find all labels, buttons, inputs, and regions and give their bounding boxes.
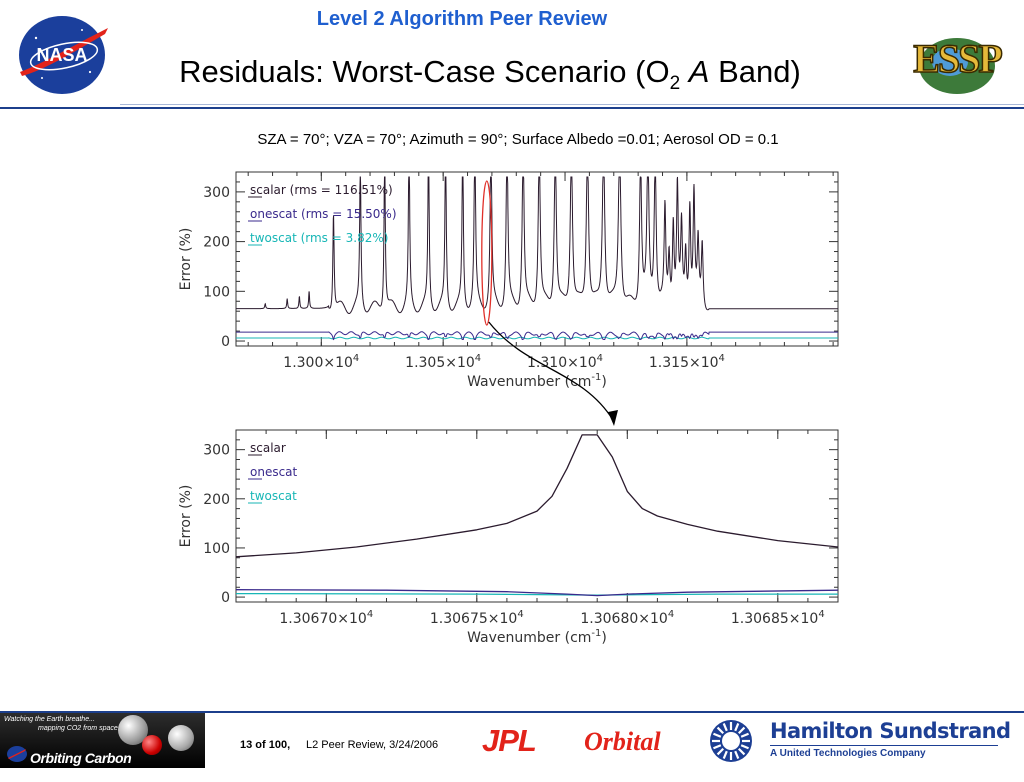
essp-logo: ESSP [912,35,1005,94]
plot-frame [235,171,839,347]
series-line-onescat [235,589,839,597]
hamilton-divider [770,745,998,746]
oco-banner: Watching the Earth breathe... mapping CO… [0,713,205,782]
series-line-scalar [236,176,838,314]
banner-title: Orbiting Carbon Observatory [30,750,132,782]
y-tick-label: 100 [203,284,230,300]
legend-label-scalar: scalar [250,441,286,455]
slide-title: Residuals: Worst-Case Scenario (O2 A Ban… [0,54,980,95]
series-line-scalar [235,434,839,558]
presentation-supertitle: Level 2 Algorithm Peer Review [316,8,608,30]
jpl-logo: JPL [482,723,537,758]
y-tick-label: 300 [203,185,230,201]
legend-label-onescat: onescat [250,465,298,479]
x-axis-label: Wavenumber (cm-1) [467,372,607,390]
title-italic: A [688,54,710,89]
header-divider [0,107,1024,109]
x-tick-label: 1.30685×104 [731,609,825,627]
y-tick-label: 200 [203,492,230,508]
footer-divider [0,711,1024,713]
scenario-parameters: SZA = 70°; VZA = 70°; Azimuth = 90°; Sur… [257,131,779,148]
header-divider-thin [120,104,1024,105]
hamilton-subtitle: A United Technologies Company [770,748,926,759]
title-main: Residuals: Worst-Case Scenario (O [179,54,670,89]
y-tick-label: 100 [203,541,230,557]
legend-label-onescat: onescat (rms = 15.50%) [250,207,397,221]
x-tick-label: 1.30670×104 [279,609,373,627]
banner-tagline-1: Watching the Earth breathe... [4,716,95,723]
nasa-logo: NASA [19,16,108,94]
zoom-arrowhead [608,410,618,426]
title-end: Band) [718,54,801,89]
page-reference: L2 Peer Review, 3/24/2006 [306,739,439,751]
x-tick-label: 1.300×104 [283,353,359,371]
x-tick-label: 1.310×104 [527,353,603,371]
series-line-twoscat [236,336,838,340]
series-line-onescat [236,331,838,341]
y-tick-label: 200 [203,235,230,251]
zoom-arrow [488,321,614,421]
x-axis-label: Wavenumber (cm-1) [467,628,607,646]
chart-panel-1: 0 100 200 300 1.300×104 1.305×104 1.310×104 1.3… [178,171,839,390]
page-number: 13 of 100, [240,739,291,751]
orbital-logo: Orbital [584,727,661,756]
legend-label-scalar: scalar (rms = 116.51%) [250,183,393,197]
essp-logo-text: ESSP [913,36,1002,81]
molecule-sphere-icon [142,735,162,755]
y-tick-label: 300 [203,443,230,459]
title-subscript: 2 [669,73,681,95]
plot-frame [235,429,839,603]
highlight-ellipse [481,180,493,326]
y-tick-label: 0 [221,590,230,606]
x-tick-label: 1.30675×104 [430,609,524,627]
chart-panel-2: 0 100 200 300 1.30670×104 1.30675×104 1.30680×… [178,429,839,646]
y-axis-label: Error (%) [178,485,194,548]
nasa-logo-text: NASA [36,45,87,65]
x-tick-label: 1.305×104 [405,353,481,371]
y-tick-label: 0 [221,334,230,350]
banner-tagline-2: mapping CO2 from space. [38,725,120,732]
x-tick-label: 1.315×104 [649,353,725,371]
legend-label-twoscat: twoscat [250,489,297,503]
x-tick-label: 1.30680×104 [580,609,674,627]
nasa-mini-icon [7,746,27,762]
hamilton-sundstrand-logo-icon [710,720,752,762]
hamilton-sundstrand-name: Hamilton Sundstrand [770,719,1011,743]
molecule-sphere-icon [168,725,194,751]
legend-label-twoscat: twoscat (rms = 3.82%) [250,231,388,245]
y-axis-label: Error (%) [178,228,194,291]
